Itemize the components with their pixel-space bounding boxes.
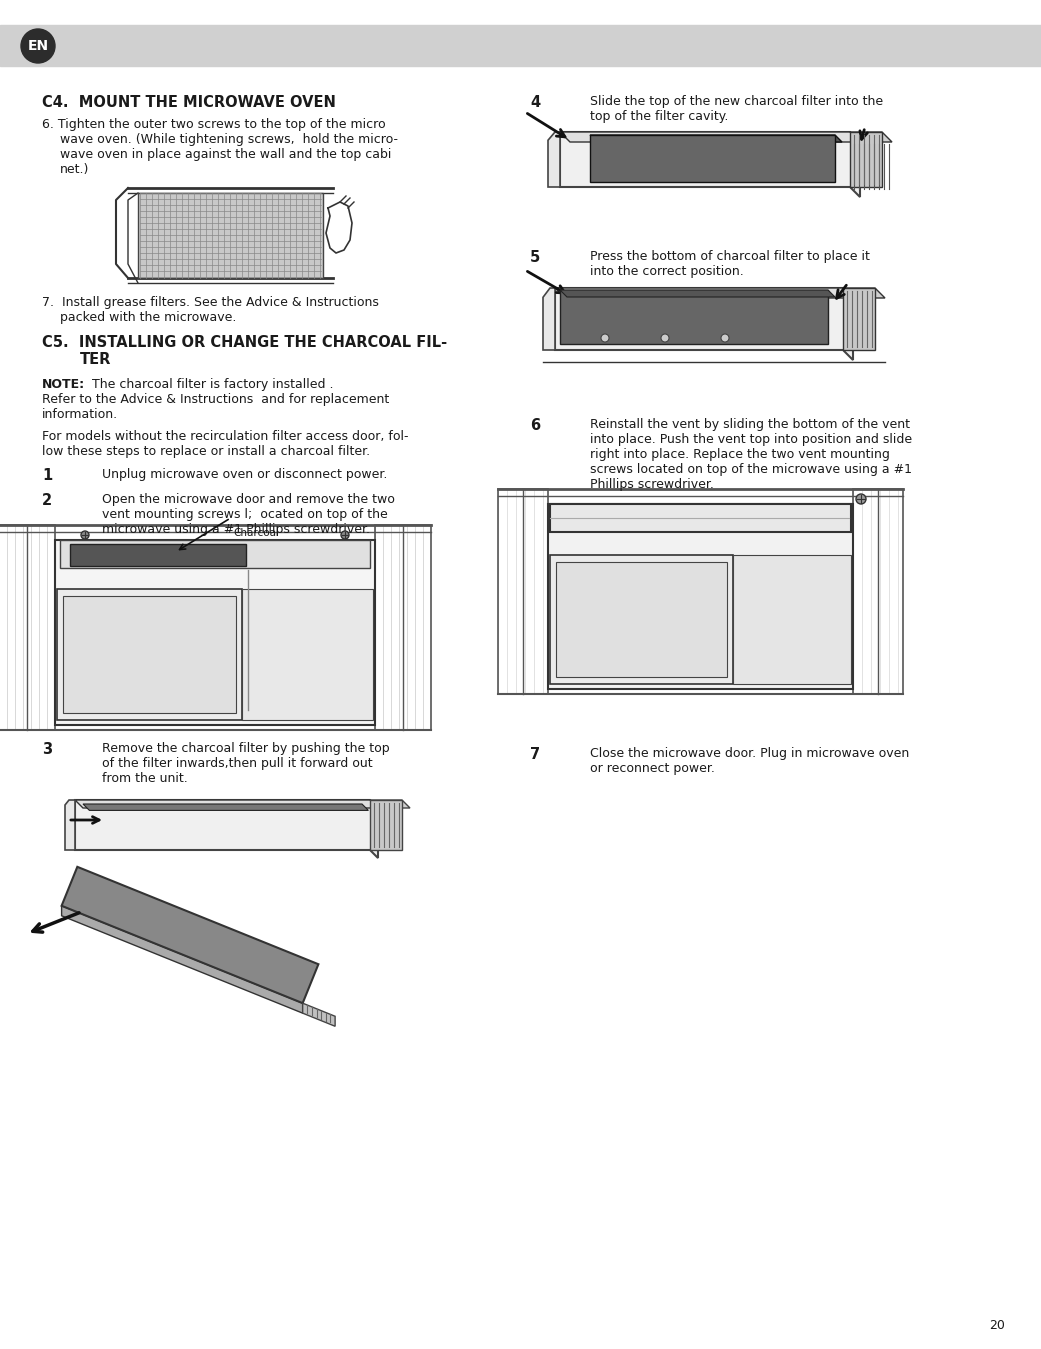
Text: Reinstall the vent by sliding the bottom of the vent: Reinstall the vent by sliding the bottom… (590, 418, 910, 430)
Bar (0, 26, 1041, 66)
Circle shape (721, 335, 729, 343)
Polygon shape (61, 905, 303, 1013)
Polygon shape (555, 287, 853, 298)
Polygon shape (850, 132, 892, 142)
Text: of the filter inwards,then pull it forward out: of the filter inwards,then pull it forwa… (102, 757, 373, 770)
Text: Close the microwave door. Plug in microwave oven: Close the microwave door. Plug in microw… (590, 747, 909, 759)
Polygon shape (560, 290, 835, 297)
Bar (242, 590, 373, 720)
Polygon shape (543, 287, 555, 349)
Bar (550, 554, 733, 684)
Text: 2: 2 (42, 492, 52, 509)
Text: Remove the charcoal filter by pushing the top: Remove the charcoal filter by pushing th… (102, 742, 389, 755)
Polygon shape (370, 800, 402, 850)
Bar (64, 596, 236, 714)
Text: 6: 6 (530, 418, 540, 433)
Text: TER: TER (80, 352, 111, 367)
Text: screws located on top of the microwave using a #1: screws located on top of the microwave u… (590, 463, 912, 476)
Bar (70, 544, 246, 567)
Text: vent mounting screws l;  ocated on top of the: vent mounting screws l; ocated on top of… (102, 509, 387, 521)
Text: Refer to the Advice & Instructions  and for replacement: Refer to the Advice & Instructions and f… (42, 393, 389, 406)
Text: 7.  Install grease filters. See the Advice & Instructions: 7. Install grease filters. See the Advic… (42, 295, 379, 309)
Polygon shape (560, 132, 860, 142)
Text: 20: 20 (989, 1319, 1005, 1331)
Text: packed with the microwave.: packed with the microwave. (60, 312, 236, 324)
Text: wave oven in place against the wall and the top cabi: wave oven in place against the wall and … (60, 148, 391, 161)
Text: Press the bottom of charcoal filter to place it: Press the bottom of charcoal filter to p… (590, 250, 870, 263)
Polygon shape (75, 800, 378, 858)
Polygon shape (590, 135, 842, 142)
Polygon shape (560, 290, 828, 344)
Text: top of the filter cavity.: top of the filter cavity. (590, 111, 729, 123)
Text: Unplug microwave oven or disconnect power.: Unplug microwave oven or disconnect powe… (102, 468, 387, 482)
Text: 7: 7 (530, 747, 540, 762)
Text: Charcoal: Charcoal (233, 527, 280, 538)
Bar (498, 488, 548, 693)
Text: Open the microwave door and remove the two: Open the microwave door and remove the t… (102, 492, 395, 506)
Circle shape (81, 532, 88, 540)
Polygon shape (555, 287, 853, 360)
Text: Phillips screwdriver.: Phillips screwdriver. (590, 478, 714, 491)
Text: into the correct position.: into the correct position. (590, 264, 743, 278)
Bar (853, 488, 903, 693)
Text: wave oven. (While tightening screws,  hold the micro-: wave oven. (While tightening screws, hol… (60, 134, 398, 146)
Bar (60, 540, 370, 568)
Text: or reconnect power.: or reconnect power. (590, 762, 715, 774)
Text: into place. Push the vent top into position and slide: into place. Push the vent top into posit… (590, 433, 912, 447)
Text: Filter: Filter (233, 541, 259, 550)
Bar (138, 193, 323, 278)
Text: NOTE:: NOTE: (42, 378, 85, 391)
Bar (57, 590, 242, 720)
Polygon shape (850, 132, 882, 188)
Circle shape (21, 28, 55, 63)
Text: low these steps to replace or install a charcoal filter.: low these steps to replace or install a … (42, 445, 371, 459)
Text: EN: EN (27, 39, 49, 53)
Polygon shape (590, 135, 835, 182)
Text: from the unit.: from the unit. (102, 772, 187, 785)
Bar (0, 525, 55, 730)
Polygon shape (548, 132, 560, 188)
Bar (375, 525, 431, 730)
Text: information.: information. (42, 407, 118, 421)
Circle shape (856, 494, 866, 505)
Polygon shape (370, 800, 410, 808)
Text: C5.  INSTALLING OR CHANGE THE CHARCOAL FIL-: C5. INSTALLING OR CHANGE THE CHARCOAL FI… (42, 335, 448, 349)
Circle shape (661, 335, 669, 343)
Polygon shape (83, 804, 369, 811)
Text: 6. Tighten the outer two screws to the top of the micro: 6. Tighten the outer two screws to the t… (42, 117, 385, 131)
Text: C4.  MOUNT THE MICROWAVE OVEN: C4. MOUNT THE MICROWAVE OVEN (42, 94, 336, 111)
Text: 3: 3 (42, 742, 52, 757)
Text: net.): net.) (60, 163, 90, 175)
Text: For models without the recirculation filter access door, fol-: For models without the recirculation fil… (42, 430, 408, 442)
Bar (55, 540, 375, 724)
Polygon shape (303, 1004, 335, 1027)
Text: right into place. Replace the two vent mounting: right into place. Replace the two vent m… (590, 448, 890, 461)
Polygon shape (61, 867, 319, 1004)
Circle shape (601, 335, 609, 343)
Polygon shape (843, 287, 875, 349)
Text: 1: 1 (42, 468, 52, 483)
Circle shape (341, 532, 349, 540)
Text: 5: 5 (530, 250, 540, 264)
Text: microwave using a #1 Phillips screwdriver.: microwave using a #1 Phillips screwdrive… (102, 523, 370, 536)
Text: 4: 4 (530, 94, 540, 111)
Polygon shape (65, 800, 75, 850)
Polygon shape (560, 132, 860, 197)
Bar (556, 563, 727, 677)
Text: Slide the top of the new charcoal filter into the: Slide the top of the new charcoal filter… (590, 94, 883, 108)
Bar (733, 554, 850, 684)
Polygon shape (75, 800, 378, 808)
Polygon shape (843, 287, 885, 298)
Bar (548, 505, 853, 689)
Text: The charcoal filter is factory installed .: The charcoal filter is factory installed… (88, 378, 333, 391)
Bar (550, 505, 850, 532)
